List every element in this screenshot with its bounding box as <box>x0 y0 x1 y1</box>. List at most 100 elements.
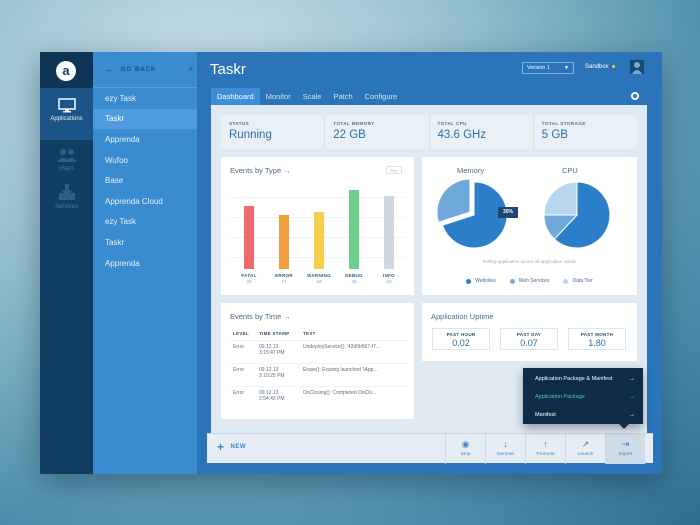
menu-item-label: Manifest <box>535 412 556 418</box>
arrow-up-icon: ↑ <box>543 439 548 449</box>
app-window: a Applications Users S <box>40 52 662 474</box>
stat-value: 43.6 GHz <box>437 129 487 141</box>
brand-logo[interactable]: a <box>56 61 76 81</box>
bar-fatal[interactable] <box>244 205 254 269</box>
app-list-item-active[interactable]: Taskr <box>93 108 197 130</box>
environment-selector[interactable]: Sandbox <box>585 64 615 70</box>
cell-timestamp: 09.12.13 3:15:47 PM <box>256 340 300 364</box>
launch-button[interactable]: ↗ Launch <box>565 434 605 464</box>
memory-slice-websites[interactable] <box>441 181 508 249</box>
stat-key: TOTAL STORAGE <box>541 121 586 126</box>
action-label: Promote <box>536 452 555 457</box>
version-select-value: Version 1 <box>527 65 550 71</box>
table-row[interactable]: Error 09.12.13 3:10:25 PM Erase(): Erasin… <box>230 363 408 387</box>
app-list-item[interactable]: Apprenda <box>105 134 140 144</box>
app-list-item[interactable]: Apprenda Cloud <box>105 196 163 206</box>
tab-monitor[interactable]: Monitor <box>265 92 291 101</box>
bar-category-label: DEBUG <box>345 273 363 278</box>
legend-swatch-icon <box>509 278 515 284</box>
bar-category-label: ERROR <box>275 273 293 278</box>
app-list-item[interactable]: Apprenda <box>105 258 140 268</box>
user-avatar[interactable] <box>630 60 644 74</box>
column-header-time-stamp: TIME STAMP <box>259 331 290 336</box>
rail-item-label: Services <box>54 204 78 210</box>
export-menu-item-highlighted[interactable]: Application Package → <box>523 390 643 404</box>
page-title: Taskr <box>210 61 246 78</box>
events-by-type-card: FATAL 20 ERROR 17 WARNING 18 DEBUG 25 INFO 23 Eve… <box>221 157 414 295</box>
stat-key: STATUS <box>229 121 250 126</box>
tab-dashboard[interactable]: Dashboard <box>211 88 260 105</box>
rail-item-users[interactable]: Users <box>40 148 93 172</box>
export-menu-item[interactable]: Manifest → <box>523 408 643 422</box>
column-header-level: LEVEL <box>233 331 250 336</box>
tab-scale[interactable]: Scale <box>302 92 322 101</box>
app-list-item[interactable]: ezy Task <box>105 93 136 103</box>
bar-debug[interactable] <box>349 190 359 269</box>
menu-item-label: Application Package <box>535 394 585 400</box>
demote-button[interactable]: ↓ Demote <box>485 434 525 464</box>
collapse-panel-icon[interactable]: « <box>188 64 193 73</box>
events-by-time-title[interactable]: Events by Time → <box>230 312 291 321</box>
bar-info[interactable] <box>384 196 394 269</box>
refresh-icon[interactable] <box>631 92 639 100</box>
bar-warning[interactable] <box>314 212 324 269</box>
stat-key: TOTAL CPU <box>437 121 467 126</box>
bar-category-label: FATAL <box>241 273 257 278</box>
cell-timestamp: 09.12.13 3:10:25 PM <box>256 363 300 387</box>
bar-value-label: 20 <box>246 279 252 284</box>
cell-date: 09.12.13 <box>259 367 279 373</box>
cell-date: 09.12.13 <box>259 344 279 350</box>
uptime-value: 0.07 <box>520 338 538 348</box>
arrow-right-icon: → <box>283 312 291 321</box>
app-list-item[interactable]: Wufoo <box>105 155 128 165</box>
stat-total-memory: TOTAL MEMORY 22 GB <box>325 115 430 149</box>
cpu-slice-websites[interactable] <box>553 181 611 249</box>
tab-configure[interactable]: Configure <box>364 92 398 101</box>
plus-icon: + <box>217 440 225 454</box>
launch-icon: ↗ <box>581 439 590 449</box>
rail-item-services[interactable]: Services <box>40 184 93 210</box>
monitor-icon <box>57 98 76 113</box>
memory-slice-web-services[interactable] <box>436 178 471 223</box>
cpu-slice-data-tier[interactable] <box>543 181 578 216</box>
tab-patch[interactable]: Patch <box>333 92 353 101</box>
action-label: Demote <box>497 452 514 457</box>
action-label: Launch <box>577 452 594 457</box>
stop-button[interactable]: ◉ Stop <box>445 434 485 464</box>
version-select[interactable]: Version 1 ▼ <box>522 62 574 74</box>
legend-swatch-icon <box>466 278 472 284</box>
table-row[interactable]: Error 09.12.13 3:15:47 PM UndeployService… <box>230 340 408 364</box>
export-menu-item[interactable]: Application Package & Manifest → <box>523 372 643 386</box>
legend-label: Websites <box>475 278 496 284</box>
export-button[interactable]: ⇥ Export <box>605 434 645 464</box>
chart-gridline <box>230 197 405 198</box>
primary-nav-rail: a Applications Users S <box>40 52 93 474</box>
app-list-item[interactable]: ezy Task <box>105 217 136 227</box>
app-list-item[interactable]: Base <box>105 176 124 186</box>
promote-button[interactable]: ↑ Promote <box>525 434 565 464</box>
arrow-down-icon: ↓ <box>503 439 508 449</box>
legend-item-websites: Websites <box>466 278 496 284</box>
environment-label: Sandbox <box>585 64 609 70</box>
rail-item-applications[interactable]: Applications <box>40 88 93 140</box>
arrow-left-icon: ← <box>105 64 115 75</box>
column-header-text: TEXT <box>303 331 316 336</box>
time-range-toggle[interactable]: 24hr <box>386 166 402 174</box>
new-button[interactable]: + NEW <box>217 440 247 454</box>
environment-status-dot-icon <box>611 64 615 68</box>
app-list-item[interactable]: Taskr <box>105 237 125 247</box>
go-back-button[interactable]: ← GO BACK « <box>93 52 197 88</box>
events-by-type-title[interactable]: Events by Type → <box>230 166 291 175</box>
menu-pointer <box>619 424 629 429</box>
legend-item-web-services: Web Services <box>509 278 549 284</box>
bar-value-label: 18 <box>316 279 322 284</box>
table-row[interactable]: Error 09.12.13 2:54:43 PM OnClosing(): Co… <box>230 386 408 410</box>
chart-legend: Websites Web Services Data Tier <box>422 278 637 284</box>
bar-error[interactable] <box>279 215 289 269</box>
cell-time: 2:54:43 PM <box>259 396 285 402</box>
new-button-label: NEW <box>230 444 247 450</box>
cell-level: Error <box>230 386 256 410</box>
action-buttons: ◉ Stop ↓ Demote ↑ Promote ↗ Launch ⇥ E <box>445 434 645 464</box>
arrow-right-icon: → <box>283 166 291 175</box>
events-bar-chart: FATAL 20 ERROR 17 WARNING 18 DEBUG 25 INFO 23 <box>221 157 414 295</box>
